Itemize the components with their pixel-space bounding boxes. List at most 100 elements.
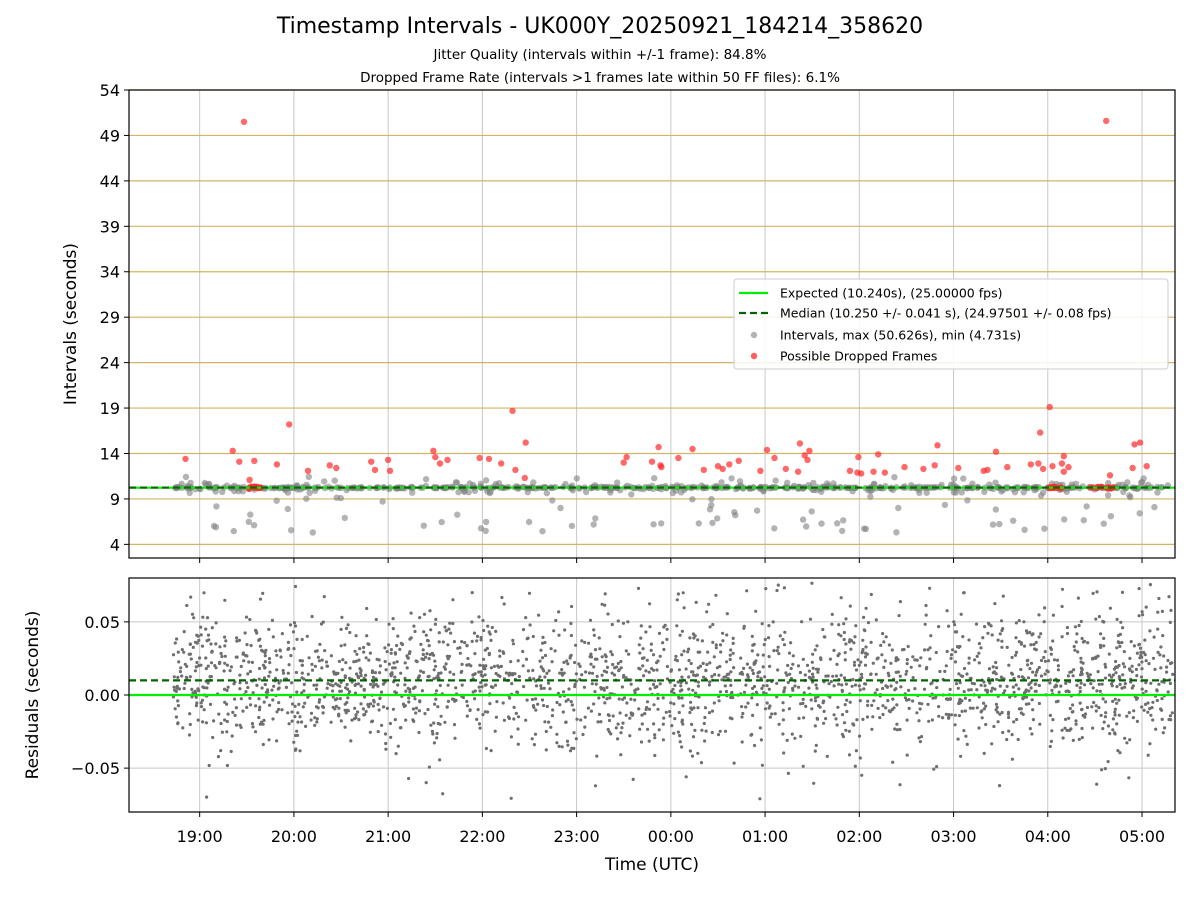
residual-point <box>324 660 329 664</box>
residual-point <box>1154 727 1158 731</box>
residual-point <box>419 669 423 673</box>
residual-point <box>345 682 349 687</box>
residual-point <box>990 633 994 637</box>
residual-point <box>1014 621 1019 625</box>
residual-point <box>312 683 316 687</box>
residual-point <box>393 690 397 694</box>
residual-point <box>977 651 981 655</box>
residual-point <box>702 675 706 679</box>
residual-point <box>354 682 358 686</box>
residual-point <box>436 674 440 678</box>
residual-point <box>346 623 350 627</box>
residual-point <box>604 659 608 663</box>
residual-point <box>624 713 628 717</box>
residual-point <box>963 709 968 713</box>
residual-point <box>257 715 261 720</box>
residual-point <box>1114 665 1118 669</box>
interval-point <box>1154 489 1161 496</box>
residual-point <box>407 776 411 781</box>
residual-point <box>687 658 691 663</box>
residual-point <box>610 671 614 675</box>
residual-point <box>454 686 458 690</box>
residual-point <box>982 707 987 711</box>
residual-point <box>777 652 781 656</box>
residual-point <box>313 723 317 728</box>
residual-point <box>1118 682 1122 687</box>
interval-point <box>477 525 485 532</box>
residual-point <box>799 702 803 706</box>
residual-point <box>1060 604 1064 609</box>
residual-point <box>465 704 470 708</box>
residual-point <box>680 629 685 633</box>
residual-point <box>1104 665 1108 669</box>
residual-point <box>473 652 477 656</box>
interval-point <box>247 511 254 518</box>
residual-point <box>411 718 415 722</box>
residual-point <box>477 685 481 689</box>
residual-point <box>949 656 953 661</box>
residual-point <box>543 653 548 658</box>
residual-point <box>448 621 452 625</box>
residual-point <box>479 638 483 642</box>
residual-point <box>998 784 1002 788</box>
residual-point <box>611 662 615 667</box>
residual-point <box>196 718 200 722</box>
residual-point <box>836 705 840 709</box>
residual-point <box>1168 620 1172 625</box>
residual-point <box>650 667 654 671</box>
residual-point <box>530 737 534 741</box>
residual-point <box>854 749 859 753</box>
residual-point <box>385 650 389 654</box>
residual-point <box>547 669 551 673</box>
residual-point <box>229 665 233 669</box>
residual-point <box>267 674 271 678</box>
residual-point <box>1158 653 1162 657</box>
residual-point <box>945 649 949 654</box>
residual-point <box>484 746 488 751</box>
residual-point <box>329 720 333 724</box>
residual-point <box>783 686 787 690</box>
residual-point <box>579 718 583 722</box>
residual-point <box>362 645 366 650</box>
residual-point <box>177 660 181 664</box>
residual-point <box>290 710 294 714</box>
residual-point <box>1113 707 1117 711</box>
residual-point <box>439 671 443 675</box>
residual-point <box>869 592 873 597</box>
residual-point <box>688 749 693 753</box>
residual-point <box>744 705 748 709</box>
residual-point <box>597 696 601 700</box>
residual-point <box>1119 620 1123 624</box>
residual-point <box>478 663 482 667</box>
residual-point <box>460 683 464 687</box>
residual-point <box>637 707 641 711</box>
residual-point <box>928 586 932 590</box>
residual-point <box>801 697 805 702</box>
residual-point <box>893 727 897 731</box>
residual-point <box>891 697 895 701</box>
residual-point <box>210 649 214 653</box>
residual-point <box>752 684 757 689</box>
residual-point <box>775 649 779 653</box>
residual-point <box>451 598 455 602</box>
residual-point <box>1135 674 1139 678</box>
residual-point <box>456 646 460 650</box>
residual-point <box>861 647 865 652</box>
residual-point <box>413 629 417 634</box>
residual-point <box>828 657 833 661</box>
residual-point <box>866 699 870 703</box>
residual-point <box>594 682 598 686</box>
residual-point <box>372 683 376 688</box>
residual-point <box>1083 683 1087 687</box>
residual-point <box>1089 682 1093 686</box>
residual-point <box>1170 711 1174 715</box>
residual-point <box>365 606 369 611</box>
residual-point <box>748 666 752 670</box>
residual-point <box>805 663 810 668</box>
residual-point <box>295 690 299 694</box>
residual-point <box>1095 590 1099 594</box>
residual-point <box>860 651 864 655</box>
residual-point <box>624 676 628 680</box>
residual-point <box>847 729 852 733</box>
residual-point <box>961 635 965 639</box>
